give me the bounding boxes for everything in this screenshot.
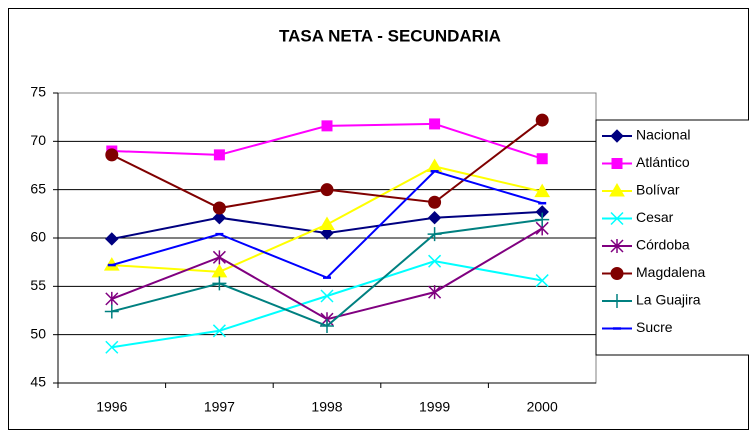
y-tick-label: 75 — [30, 84, 46, 100]
y-tick-label: 55 — [30, 277, 46, 293]
marker — [610, 267, 624, 280]
y-tick-label: 70 — [30, 132, 46, 148]
chart-title: TASA NETA - SECUNDARIA — [279, 26, 501, 45]
marker — [610, 211, 624, 226]
marker — [320, 226, 334, 240]
marker — [427, 210, 442, 225]
legend-label: Sucre — [636, 319, 673, 335]
marker — [536, 153, 548, 165]
marker — [535, 113, 549, 127]
marker — [212, 250, 226, 265]
marker — [320, 289, 334, 303]
legend-label: Bolívar — [636, 182, 680, 198]
marker — [212, 276, 227, 291]
y-tick-label: 50 — [30, 325, 46, 341]
marker — [428, 285, 442, 300]
marker — [105, 232, 119, 246]
y-tick-label: 60 — [30, 229, 46, 245]
marker — [105, 148, 119, 162]
marker — [610, 129, 624, 143]
marker — [104, 304, 119, 319]
legend-label: Córdoba — [636, 237, 690, 253]
marker — [212, 210, 227, 225]
y-tick-label: 65 — [30, 180, 46, 196]
marker — [212, 201, 226, 215]
marker — [321, 120, 333, 132]
marker — [320, 183, 334, 197]
marker — [535, 274, 549, 288]
marker — [105, 291, 119, 306]
marker — [535, 212, 550, 227]
marker — [611, 158, 623, 169]
x-tick-label: 2000 — [527, 399, 558, 415]
x-tick-label: 1998 — [311, 399, 342, 415]
marker — [319, 216, 335, 230]
marker — [105, 340, 119, 354]
legend-label: Nacional — [636, 127, 690, 143]
legend-label: Cesar — [636, 209, 674, 225]
marker — [428, 195, 442, 209]
marker — [610, 294, 624, 308]
marker — [213, 149, 225, 161]
marker — [429, 118, 441, 130]
x-tick-label: 1996 — [96, 399, 127, 415]
legend-label: Magdalena — [636, 264, 705, 280]
marker — [609, 183, 625, 197]
legend-label: La Guajira — [636, 292, 701, 308]
marker — [212, 324, 226, 338]
x-tick-label: 1999 — [419, 399, 450, 415]
marker — [428, 254, 442, 268]
marker — [534, 183, 551, 198]
legend-label: Atlántico — [636, 154, 690, 170]
marker — [610, 239, 624, 253]
marker — [427, 227, 442, 242]
y-tick-label: 45 — [30, 374, 46, 390]
marker — [320, 318, 334, 333]
x-tick-label: 1997 — [204, 399, 235, 415]
